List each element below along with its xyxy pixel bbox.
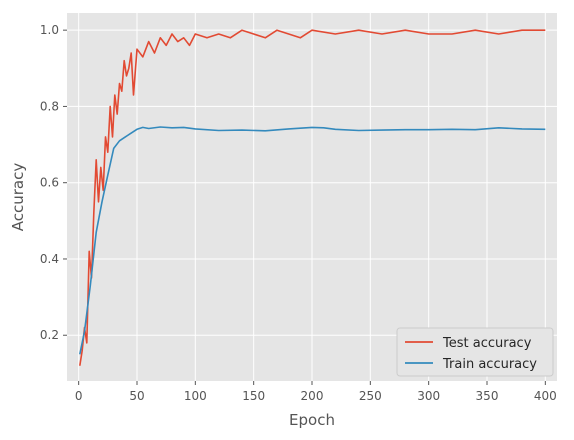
y-tick-label: 0.2 xyxy=(40,328,59,342)
x-tick-label: 350 xyxy=(476,389,499,403)
y-axis-label: Accuracy xyxy=(9,163,27,232)
x-axis-ticks: 0 50 100 150 200 250 300 350 400 xyxy=(75,381,557,403)
y-tick-label: 0.6 xyxy=(40,176,59,190)
legend-label-train: Train accuracy xyxy=(442,357,537,372)
x-axis-label: Epoch xyxy=(289,411,335,429)
x-tick-label: 0 xyxy=(75,389,83,403)
series-lines xyxy=(79,29,546,366)
x-tick-label: 200 xyxy=(301,389,324,403)
train-accuracy-line xyxy=(79,126,546,355)
y-tick-label: 0.4 xyxy=(40,252,59,266)
y-axis-ticks: 0.2 0.4 0.6 0.8 1.0 xyxy=(40,23,67,342)
legend-label-test: Test accuracy xyxy=(442,336,532,351)
x-tick-label: 100 xyxy=(184,389,207,403)
y-tick-label: 0.8 xyxy=(40,99,59,113)
test-accuracy-line xyxy=(79,29,546,366)
x-tick-label: 250 xyxy=(359,389,382,403)
x-tick-label: 400 xyxy=(534,389,557,403)
legend-box xyxy=(396,327,554,377)
x-tick-label: 150 xyxy=(242,389,265,403)
y-tick-label: 1.0 xyxy=(40,23,59,37)
legend: Test accuracy Train accuracy xyxy=(396,327,554,377)
x-tick-label: 300 xyxy=(417,389,440,403)
x-tick-label: 50 xyxy=(129,389,144,403)
